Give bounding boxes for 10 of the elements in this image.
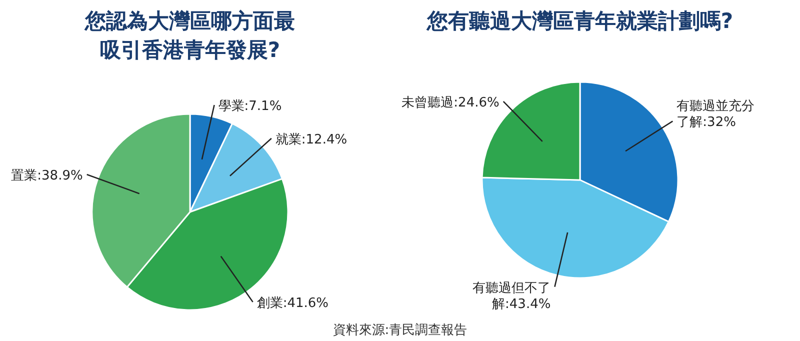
slice-label: 未曾聽過:24.6% [402,95,500,110]
source-note: 資料來源:青民調查報告 [332,323,468,338]
slice-label: 置業:38.9% [11,168,83,184]
chart-title: 您有聽過大灣區青年就業計劃嗎? [426,9,734,33]
slice-label: 有聽過但不了解:43.4% [472,280,551,312]
slice-label: 創業:41.6% [256,296,329,311]
slice-label: 學業:7.1% [218,98,282,114]
slice-label: 有聽過並充分了解:32% [676,99,755,130]
chart-title: 您認為大灣區哪方面最吸引香港青年發展? [84,9,295,62]
slice-label: 就業:12.4% [275,132,348,148]
